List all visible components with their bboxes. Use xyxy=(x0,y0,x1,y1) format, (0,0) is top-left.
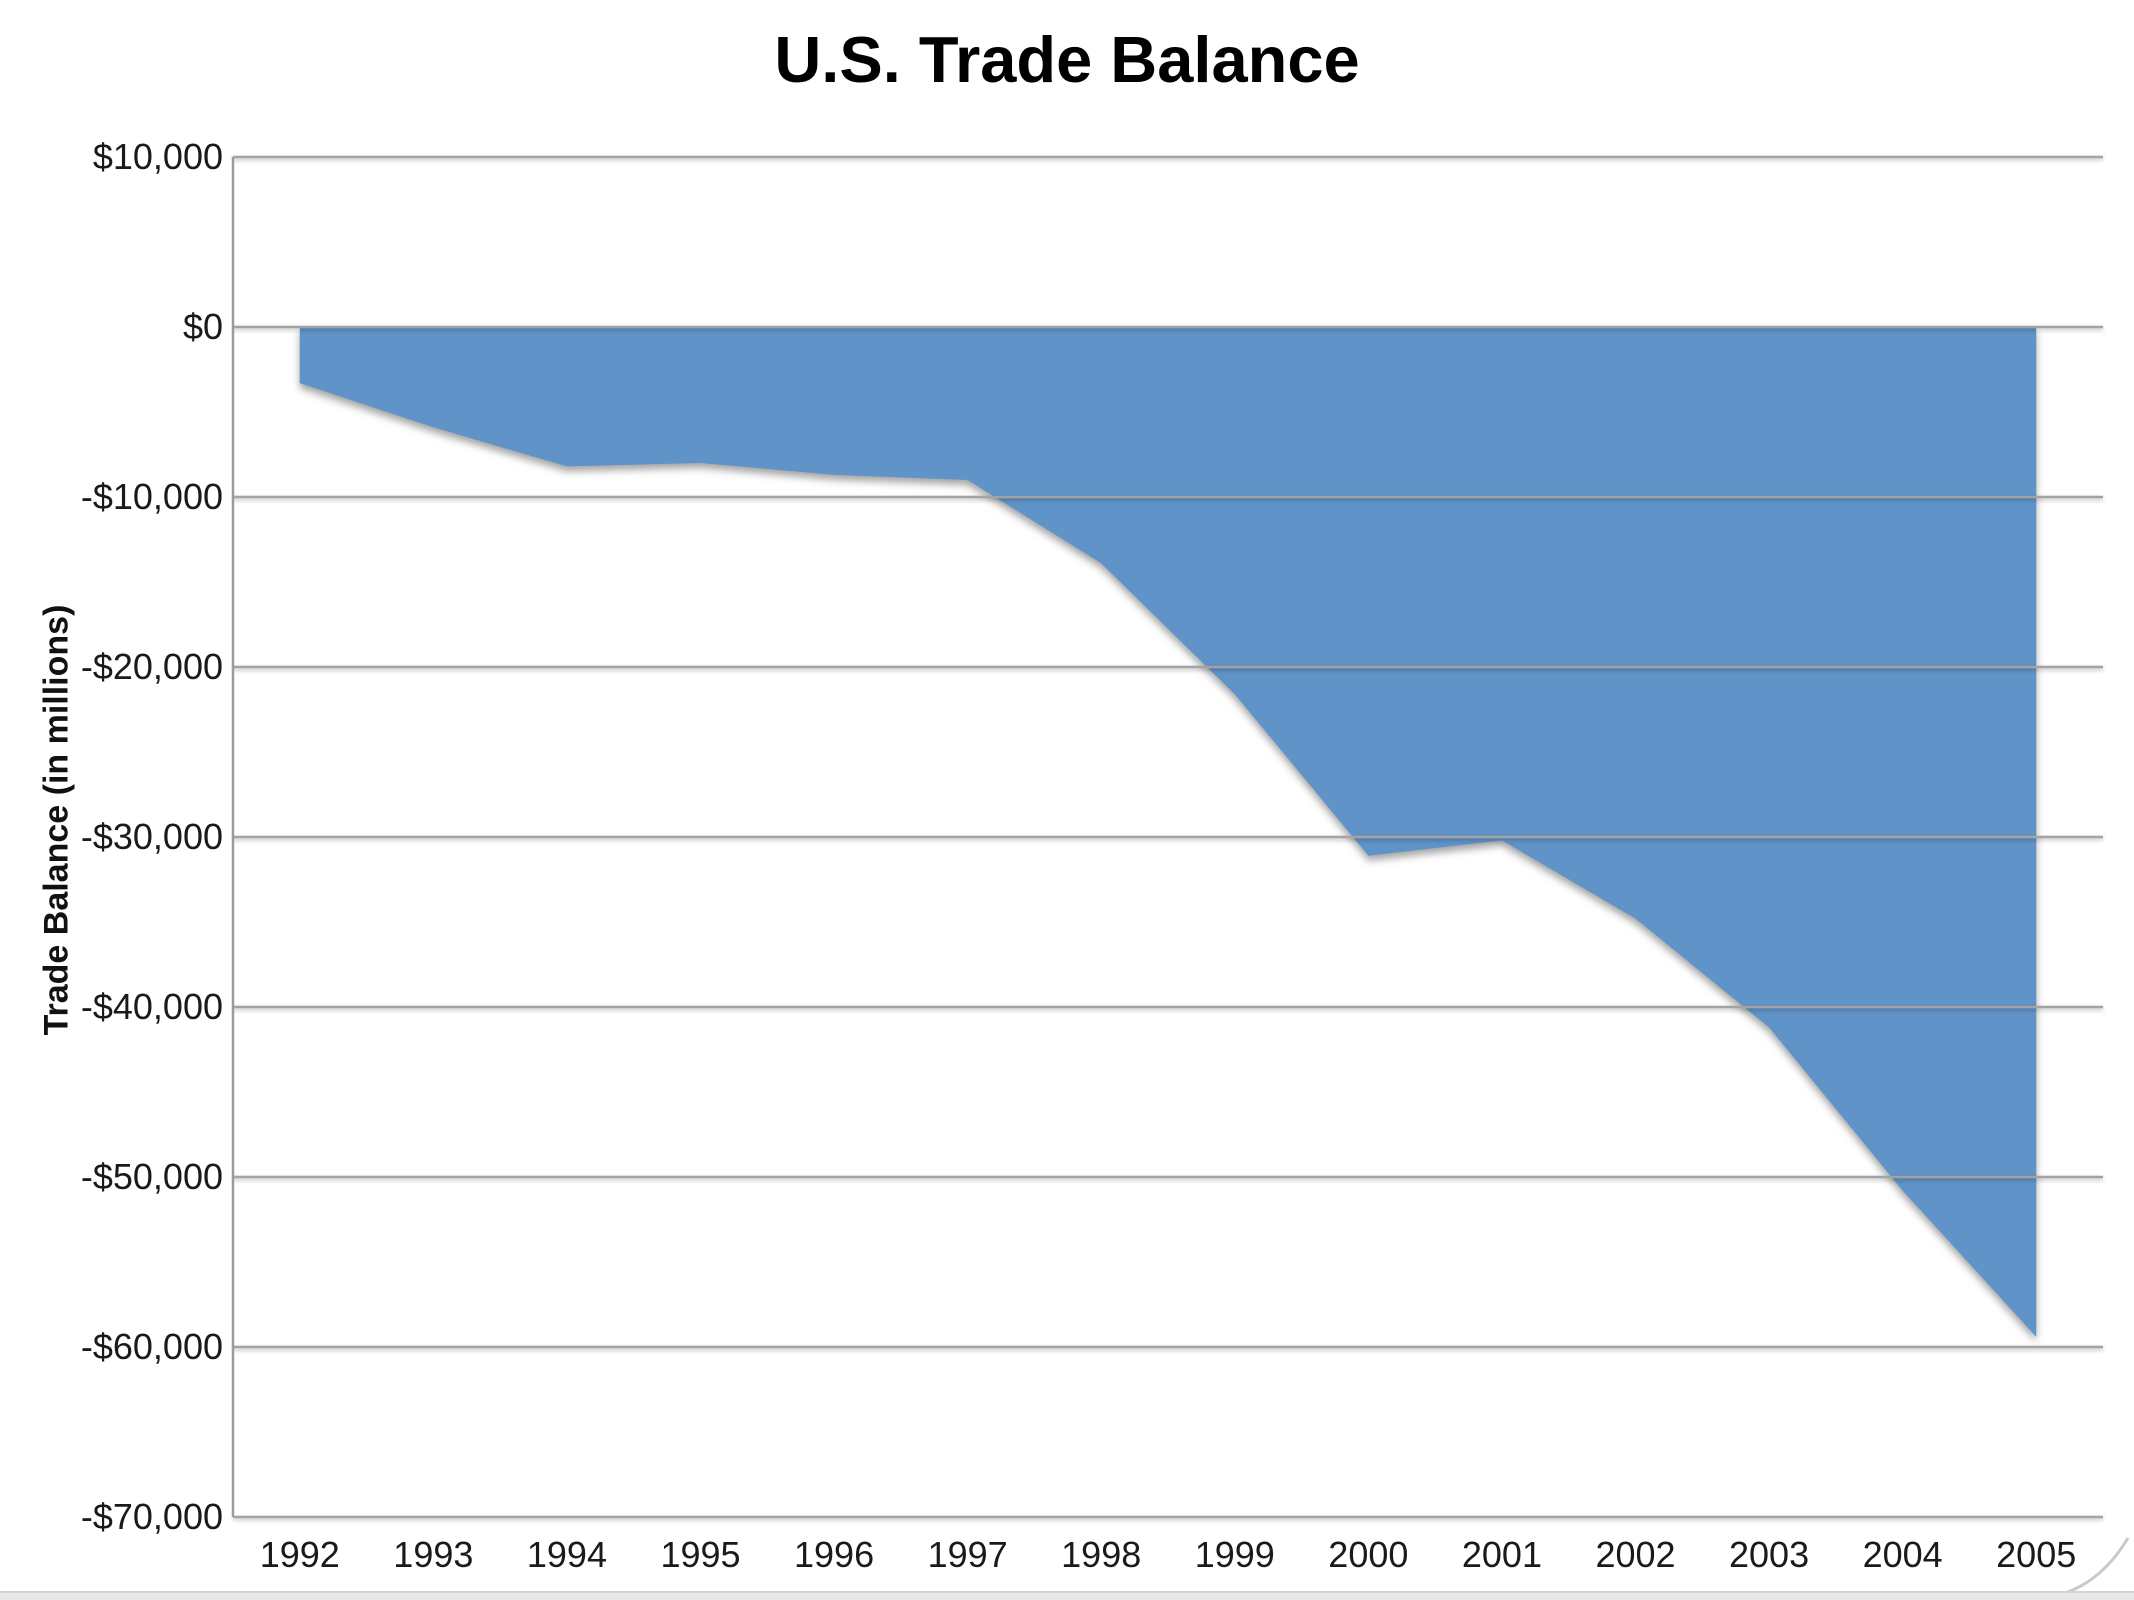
y-tick-label-7: -$60,000 xyxy=(80,1326,223,1367)
x-tick-label-1998: 1998 xyxy=(1061,1534,1142,1575)
y-tick-label-1: $0 xyxy=(182,306,223,347)
x-tick-label-2002: 2002 xyxy=(1595,1534,1676,1575)
x-tick-label-2001: 2001 xyxy=(1461,1534,1542,1575)
x-tick-label-1993: 1993 xyxy=(393,1534,474,1575)
x-tick-label-1997: 1997 xyxy=(927,1534,1008,1575)
x-tick-label-2003: 2003 xyxy=(1729,1534,1810,1575)
y-tick-label-5: -$40,000 xyxy=(80,986,223,1027)
x-tick-label-1994: 1994 xyxy=(526,1534,607,1575)
x-tick-label-1992: 1992 xyxy=(259,1534,340,1575)
trade-balance-area-series xyxy=(299,327,2037,1337)
x-tick-label-1999: 1999 xyxy=(1194,1534,1275,1575)
x-tick-label-2004: 2004 xyxy=(1862,1534,1943,1575)
x-tick-label-2005: 2005 xyxy=(1996,1534,2077,1575)
x-tick-label-1996: 1996 xyxy=(794,1534,875,1575)
x-tick-label-2000: 2000 xyxy=(1328,1534,1409,1575)
y-tick-label-4: -$30,000 xyxy=(80,816,223,857)
page-bottom-edge xyxy=(0,1591,2134,1600)
y-tick-label-6: -$50,000 xyxy=(80,1156,223,1197)
chart-title: U.S. Trade Balance xyxy=(774,23,1360,96)
x-tick-label-1995: 1995 xyxy=(660,1534,741,1575)
y-tick-label-0: $10,000 xyxy=(92,136,223,177)
y-tick-label-2: -$10,000 xyxy=(80,476,223,517)
y-tick-label-8: -$70,000 xyxy=(80,1496,223,1537)
y-tick-label-3: -$20,000 xyxy=(80,646,223,687)
